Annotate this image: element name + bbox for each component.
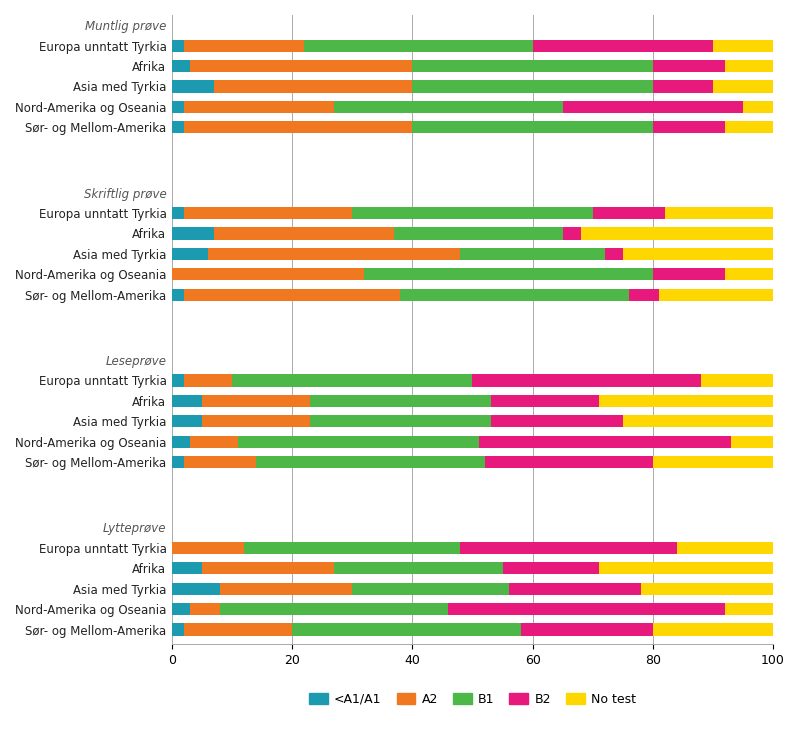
Bar — [473, 374, 701, 386]
Bar — [184, 374, 232, 386]
Bar — [172, 541, 244, 554]
Bar — [214, 227, 394, 239]
Bar — [184, 39, 304, 52]
Bar — [461, 248, 605, 260]
Bar — [232, 374, 473, 386]
Bar — [490, 395, 598, 407]
Bar — [172, 456, 184, 468]
Bar — [220, 603, 449, 615]
Bar — [725, 268, 773, 280]
Bar — [364, 268, 653, 280]
Bar — [172, 101, 184, 113]
Bar — [202, 395, 310, 407]
Bar — [622, 415, 773, 428]
Bar — [172, 268, 364, 280]
Bar — [659, 288, 773, 301]
Bar — [220, 583, 352, 595]
Bar — [184, 456, 256, 468]
Bar — [172, 39, 184, 52]
Bar — [725, 60, 773, 72]
Bar — [725, 121, 773, 133]
Bar — [731, 435, 773, 448]
Bar — [653, 81, 713, 93]
Bar — [184, 288, 400, 301]
Bar — [334, 101, 562, 113]
Bar — [725, 603, 773, 615]
Bar — [172, 603, 190, 615]
Bar — [598, 395, 773, 407]
Bar — [743, 101, 773, 113]
Bar — [184, 121, 412, 133]
Bar — [562, 227, 581, 239]
Bar — [172, 395, 202, 407]
Bar — [172, 415, 202, 428]
Bar — [653, 121, 725, 133]
Bar — [412, 60, 653, 72]
Bar — [172, 121, 184, 133]
Bar — [593, 207, 665, 219]
Bar — [244, 541, 461, 554]
Bar — [172, 288, 184, 301]
Bar — [581, 227, 773, 239]
Bar — [449, 603, 725, 615]
Bar — [509, 583, 641, 595]
Bar — [478, 435, 731, 448]
Bar — [490, 415, 622, 428]
Bar — [533, 39, 713, 52]
Bar — [256, 456, 485, 468]
Bar — [172, 248, 208, 260]
Bar — [172, 623, 184, 636]
Bar — [172, 81, 214, 93]
Bar — [653, 456, 773, 468]
Bar — [238, 435, 478, 448]
Bar — [562, 101, 743, 113]
Bar — [190, 60, 412, 72]
Bar — [310, 415, 490, 428]
Bar — [521, 623, 653, 636]
Bar — [172, 227, 214, 239]
Bar — [641, 583, 773, 595]
Bar — [352, 207, 593, 219]
Bar — [701, 374, 773, 386]
Bar — [412, 121, 653, 133]
Bar — [653, 623, 773, 636]
Bar — [172, 207, 184, 219]
Bar — [202, 562, 334, 575]
Bar — [184, 101, 334, 113]
Bar — [412, 81, 653, 93]
Bar — [677, 541, 773, 554]
Bar — [629, 288, 659, 301]
Bar — [713, 39, 773, 52]
Bar — [352, 583, 509, 595]
Bar — [190, 603, 220, 615]
Bar — [605, 248, 622, 260]
Bar — [172, 583, 220, 595]
Bar — [208, 248, 461, 260]
Bar — [172, 374, 184, 386]
Bar — [713, 81, 773, 93]
Bar — [184, 207, 352, 219]
Bar — [172, 435, 190, 448]
Bar — [665, 207, 773, 219]
Bar — [304, 39, 533, 52]
Bar — [653, 268, 725, 280]
Legend: <A1/A1, A2, B1, B2, No test: <A1/A1, A2, B1, B2, No test — [304, 687, 641, 711]
Bar — [653, 60, 725, 72]
Bar — [334, 562, 502, 575]
Bar — [485, 456, 653, 468]
Bar — [184, 623, 292, 636]
Bar — [598, 562, 773, 575]
Bar — [202, 415, 310, 428]
Bar — [172, 562, 202, 575]
Bar — [394, 227, 562, 239]
Bar — [622, 248, 773, 260]
Bar — [214, 81, 412, 93]
Bar — [292, 623, 521, 636]
Bar — [190, 435, 238, 448]
Bar — [502, 562, 598, 575]
Bar — [172, 60, 190, 72]
Bar — [461, 541, 677, 554]
Bar — [310, 395, 490, 407]
Bar — [400, 288, 629, 301]
